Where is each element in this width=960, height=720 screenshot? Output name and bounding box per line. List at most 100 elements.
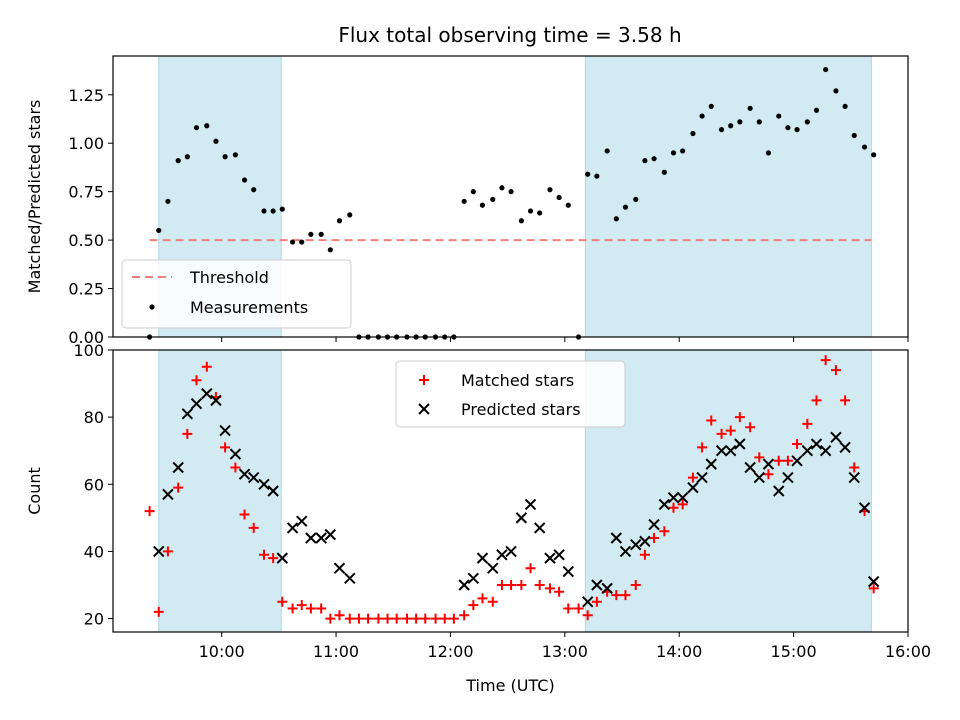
shaded-interval xyxy=(584,349,872,633)
matched-point xyxy=(611,590,622,601)
predicted-point xyxy=(162,488,174,501)
matched-point xyxy=(439,613,450,624)
matched-point xyxy=(802,418,813,429)
measurement-point xyxy=(718,127,725,133)
y-tick-label: 1.00 xyxy=(68,134,104,153)
measurement-point xyxy=(747,105,753,111)
matched-point xyxy=(230,462,241,473)
matched-point xyxy=(591,596,602,607)
matched-point xyxy=(382,613,393,624)
measurement-point xyxy=(547,187,553,193)
matched-point xyxy=(544,583,555,594)
predicted-point xyxy=(839,441,851,454)
measurement-point xyxy=(165,198,171,204)
measurement-point xyxy=(699,113,705,119)
predicted-point xyxy=(619,545,632,558)
measurement-point xyxy=(499,185,505,191)
shaded-interval xyxy=(158,349,282,633)
measurement-point xyxy=(765,150,772,156)
matched-point xyxy=(173,482,184,493)
matched-point xyxy=(353,613,364,624)
measurement-point xyxy=(527,208,534,214)
axes-frame xyxy=(112,349,909,633)
predicted-point xyxy=(544,552,556,564)
matched-point xyxy=(305,603,316,614)
predicted-point xyxy=(344,572,356,584)
x-tick-label: 15:00 xyxy=(771,642,817,661)
legend-bottom: Matched stars Predicted stars xyxy=(395,360,626,428)
measurement-point xyxy=(327,247,333,253)
matched-point xyxy=(525,563,536,574)
measurement-point xyxy=(794,127,800,133)
shaded-interval xyxy=(584,55,872,338)
matched-point xyxy=(868,583,879,594)
matched-point xyxy=(248,522,259,533)
matched-point xyxy=(287,603,298,614)
predicted-point xyxy=(458,579,470,591)
measurement-point xyxy=(813,107,820,113)
predicted-point xyxy=(773,485,785,497)
matched-point xyxy=(182,428,193,439)
predicted-point xyxy=(476,552,489,564)
matched-point xyxy=(268,553,279,564)
predicted-point xyxy=(658,498,671,511)
matched-point xyxy=(840,395,851,406)
matched-point xyxy=(401,613,412,624)
matched-point xyxy=(201,361,212,372)
measurement-point xyxy=(156,227,162,234)
predicted-point xyxy=(762,458,775,470)
y-tick-label: 0.75 xyxy=(68,183,104,202)
predicted-point xyxy=(533,522,546,534)
measurement-point xyxy=(756,119,762,125)
measurement-point xyxy=(279,206,285,212)
measurement-point xyxy=(871,152,877,158)
chart-title: Flux total observing time = 3.58 h xyxy=(338,23,681,47)
matched-point xyxy=(239,509,250,520)
matched-point xyxy=(534,580,545,590)
predicted-point xyxy=(819,445,832,457)
measurement-point xyxy=(661,169,667,175)
measurement-point xyxy=(184,154,190,160)
predicted-point xyxy=(553,549,565,561)
matched-point xyxy=(734,412,745,423)
matched-point xyxy=(391,613,402,624)
measurement-point xyxy=(585,171,591,177)
predicted-point xyxy=(324,528,337,541)
matched-point xyxy=(420,613,431,624)
predicted-point xyxy=(286,522,299,534)
matched-point xyxy=(411,613,422,624)
measurement-point xyxy=(232,152,238,158)
matched-point xyxy=(563,603,574,614)
predicted-point xyxy=(190,398,203,410)
matched-point xyxy=(448,613,459,624)
legend-measurements-label: Measurements xyxy=(190,298,308,317)
predicted-point xyxy=(639,535,651,548)
matched-point xyxy=(162,546,173,557)
measurement-point xyxy=(642,158,648,164)
matched-point xyxy=(792,439,803,449)
y-tick-label: 80 xyxy=(84,408,104,427)
predicted-point xyxy=(715,445,728,457)
measurement-point xyxy=(690,130,696,137)
matched-point xyxy=(258,549,269,560)
matched-point xyxy=(468,600,479,611)
measurement-point xyxy=(347,212,353,218)
measurement-point xyxy=(508,189,514,195)
predicted-point xyxy=(591,579,603,591)
predicted-point xyxy=(562,565,574,578)
measurement-point xyxy=(804,119,810,125)
measurement-point xyxy=(213,138,219,144)
measurement-point xyxy=(776,113,782,119)
measurement-point xyxy=(728,123,734,129)
predicted-point xyxy=(505,545,517,558)
matched-point xyxy=(296,600,307,611)
matched-point xyxy=(668,502,679,513)
y-axis-label: Count xyxy=(25,467,44,515)
predicted-point xyxy=(524,498,537,511)
matched-point xyxy=(344,613,355,624)
measurement-point xyxy=(251,187,257,193)
matched-point xyxy=(554,586,565,597)
y-tick-label: 40 xyxy=(84,542,104,561)
measurement-point xyxy=(241,177,248,183)
